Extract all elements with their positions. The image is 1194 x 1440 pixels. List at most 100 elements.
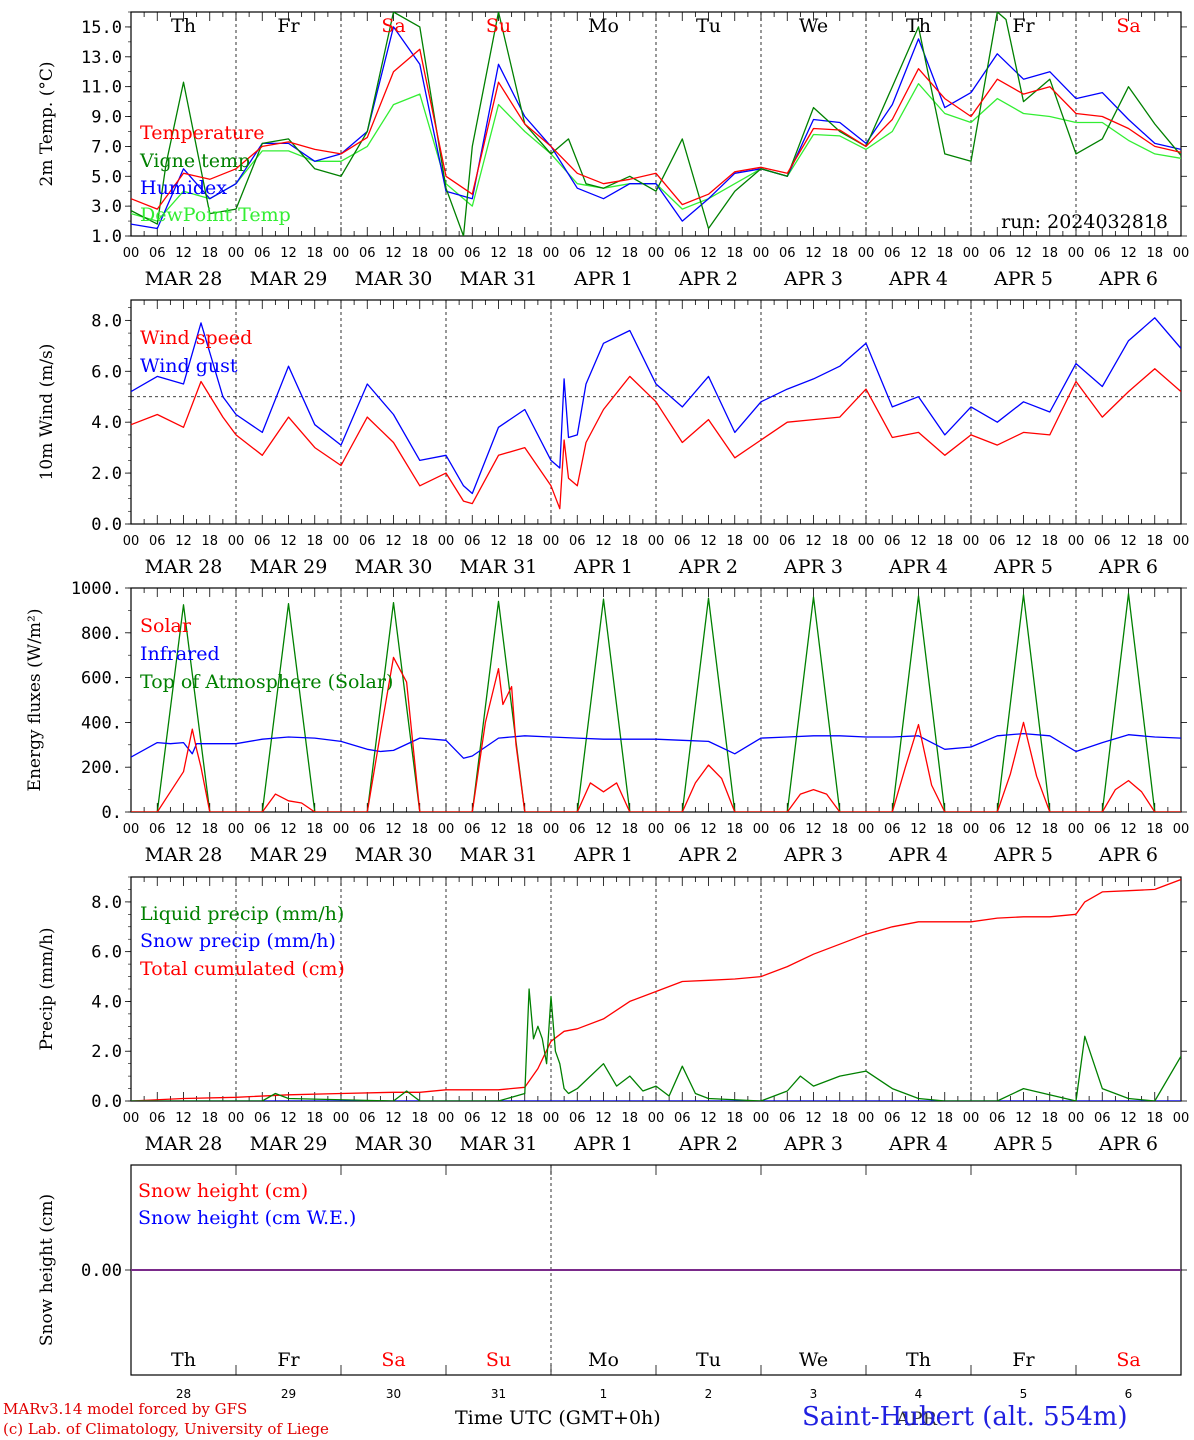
day-number-label: 5 (1020, 1387, 1028, 1401)
y-tick-label: 2.0 (91, 1042, 122, 1062)
hour-label: 00 (333, 1111, 350, 1126)
hour-label: 12 (385, 246, 402, 261)
series-group (131, 12, 1181, 236)
day-number-label: 31 (491, 1387, 506, 1401)
hour-label: 00 (858, 246, 875, 261)
date-label: APR 3 (783, 268, 843, 290)
hour-label: 00 (123, 822, 140, 837)
hour-label: 18 (516, 246, 533, 261)
legend-wind-speed: Wind speed (140, 327, 252, 349)
hour-label: 06 (149, 534, 166, 549)
plot-frame (130, 11, 1182, 237)
hour-label: 12 (910, 822, 927, 837)
hour-label: 06 (779, 1111, 796, 1126)
weekday-label: Th (906, 1349, 931, 1371)
hour-label: 12 (385, 822, 402, 837)
hour-label: 06 (1094, 822, 1111, 837)
hour-label: 18 (831, 246, 848, 261)
legend-dewpoint-temp: DewPoint Temp (140, 204, 291, 226)
date-label: MAR 29 (250, 1133, 328, 1155)
hour-label: 12 (910, 246, 927, 261)
y-axis-label: Precip (mm/h) (37, 927, 57, 1050)
hour-label: 06 (569, 822, 586, 837)
hour-label: 18 (1041, 534, 1058, 549)
weekday-label: Sa (1116, 1349, 1140, 1371)
weekday-label: We (799, 15, 828, 37)
hour-label: 06 (674, 246, 691, 261)
hour-label: 18 (726, 1111, 743, 1126)
series-line (131, 12, 1181, 236)
plot-frame (130, 587, 1182, 813)
hour-label: 00 (123, 1111, 140, 1126)
y-tick-label: 400. (81, 713, 122, 733)
hour-label: 00 (228, 822, 245, 837)
series-line (131, 732, 1181, 759)
hour-label: 18 (1146, 246, 1163, 261)
date-label: APR 4 (888, 844, 948, 866)
day-number-label: 29 (281, 1387, 296, 1401)
hour-label: 06 (464, 1111, 481, 1126)
hour-label: 06 (254, 534, 271, 549)
date-label: APR 3 (783, 556, 843, 578)
hour-label: 18 (831, 822, 848, 837)
hour-label: 18 (621, 534, 638, 549)
hour-label: 12 (1120, 534, 1137, 549)
hour-label: 00 (753, 1111, 770, 1126)
hour-label: 06 (674, 822, 691, 837)
legend-liquid-precip-mm-h-: Liquid precip (mm/h) (140, 903, 344, 925)
date-label: MAR 29 (250, 844, 328, 866)
hour-label: 00 (438, 1111, 455, 1126)
hour-label: 12 (385, 1111, 402, 1126)
hour-label: 00 (543, 534, 560, 549)
hour-label: 18 (621, 246, 638, 261)
y-tick-label: 0.0 (91, 1092, 122, 1112)
day-number-label: 4 (915, 1387, 923, 1401)
hour-label: 00 (228, 1111, 245, 1126)
hour-label: 00 (543, 822, 560, 837)
hour-label: 12 (490, 822, 507, 837)
hour-label: 12 (1015, 1111, 1032, 1126)
hour-label: 00 (1173, 246, 1190, 261)
hour-label: 06 (989, 822, 1006, 837)
legend-infrared: Infrared (140, 643, 220, 665)
panel-1: 1.0 3.0 5.0 7.0 9.0 11.0 13.0 15.0 2m Temp. (°C)… (37, 11, 1190, 290)
hour-label: 00 (963, 1111, 980, 1126)
hour-label: 18 (516, 822, 533, 837)
hour-label: 00 (543, 246, 560, 261)
panel-4: 0.0 2.0 4.0 6.0 8.0 Precip (mm/h) Liquid preci… (37, 876, 1189, 1155)
station-name: Saint-Hubert (alt. 554m) (802, 1402, 1128, 1432)
legend-wind-gust: Wind gust (140, 355, 238, 377)
hour-label: 18 (1146, 534, 1163, 549)
date-label: APR 2 (678, 556, 738, 578)
date-label: APR 2 (678, 844, 738, 866)
hour-label: 00 (228, 534, 245, 549)
hour-label: 06 (464, 534, 481, 549)
weekday-label: Tu (696, 15, 721, 37)
hour-label: 00 (858, 1111, 875, 1126)
date-label: APR 1 (573, 556, 633, 578)
y-tick-label: 6.0 (91, 943, 122, 963)
hour-label: 06 (779, 534, 796, 549)
hour-label: 18 (306, 822, 323, 837)
weekday-label: Fr (1012, 15, 1035, 37)
hour-label: 06 (569, 246, 586, 261)
hour-label: 00 (438, 246, 455, 261)
date-label: APR 6 (1098, 1133, 1158, 1155)
hour-label: 18 (306, 246, 323, 261)
hour-label: 06 (884, 534, 901, 549)
date-label: MAR 31 (460, 268, 538, 290)
hour-label: 18 (1146, 822, 1163, 837)
hour-label: 00 (858, 822, 875, 837)
weekday-label: Fr (277, 15, 300, 37)
y-tick-label: 5.0 (91, 167, 122, 187)
y-tick-label: 15.0 (81, 18, 122, 38)
hour-label: 12 (700, 246, 717, 261)
legend-top-of-atmosphere-solar-: Top of Atmosphere (Solar) (140, 671, 393, 693)
hour-label: 00 (858, 534, 875, 549)
hour-label: 12 (595, 822, 612, 837)
date-label: APR 6 (1098, 268, 1158, 290)
hour-label: 06 (884, 1111, 901, 1126)
panel-3: 0. 200. 400. 600. 800. 1000. Energy fluxes (W/… (25, 579, 1189, 866)
month-label: APR (895, 1408, 938, 1430)
